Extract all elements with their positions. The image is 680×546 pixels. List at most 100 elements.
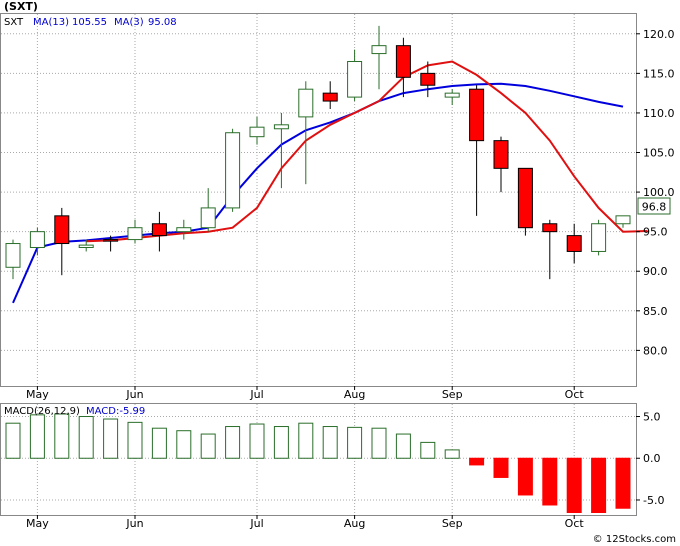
legend-row: SXT MA(13) 105.55 MA(3) 95.08 [4,17,177,28]
last-price-label: 96.8 [642,201,667,214]
candle-down [103,239,119,242]
candle-up [127,227,143,241]
price-x-tick-label: Aug [344,388,365,401]
price-y-tick-label: 100.0 [643,186,675,199]
macd-bar-positive [78,416,94,459]
macd-bar-negative [542,457,558,506]
macd-x-tick-label: Jun [125,517,143,530]
candle-up [371,45,387,55]
macd-bar-negative [566,457,582,513]
last-price-marker: 96.8 [637,197,671,215]
candle-up [298,88,314,118]
macd-bar-positive [5,422,21,459]
macd-bar-positive [347,426,363,459]
candle-down [542,223,558,233]
candles [5,25,631,280]
chart-symbol: (SXT) [4,0,38,13]
candle-down [566,235,582,252]
legend-ma-long-value: 105.55 [72,17,107,28]
candle-up [347,60,363,98]
candle-up [444,92,460,98]
last-price-box [637,197,671,215]
legend-ma-short: MA(3) [114,17,144,28]
price-y-tick-label: 105.0 [643,147,675,160]
moving-averages [12,60,648,304]
macd-y-tick-label: 5.0 [643,411,661,424]
candle-up [200,207,216,229]
macd-x-tick-label: May [26,517,49,530]
macd-y-tick-label: 0.0 [643,452,661,465]
macd-bar-positive [249,423,265,459]
price-x-tick-label: May [26,388,49,401]
candle-down [420,72,436,86]
macd-bar-negative [591,457,607,513]
macd-legend-row: MACD(26,12,9) MACD:-5.99 [4,406,145,417]
price-x-tick-label: Jun [125,388,143,401]
macd-bar-positive [322,426,338,459]
macd-bar-positive [273,426,289,459]
macd-bar-positive [151,427,167,459]
macd-bar-negative [493,457,509,478]
macd-bar-negative [517,457,533,496]
macd-bar-positive [395,433,411,459]
macd-bar-negative [469,457,485,466]
candle-down [54,215,70,245]
candle-down [395,45,411,78]
candle-up [591,223,607,252]
candle-down [493,140,509,169]
candle-up [176,227,192,233]
price-x-tick-label: Sep [442,388,463,401]
candle-down [517,167,533,229]
price-y-tick-label: 80.0 [643,344,668,357]
macd-y-tick-label: -5.0 [643,494,664,507]
macd-bar-positive [127,421,143,459]
macd-x-tick-label: Sep [442,517,463,530]
macd-legend-value: MACD:-5.99 [86,406,145,417]
macd-bar-positive [420,441,436,459]
copyright-text: © 12Stocks.com [593,534,676,545]
legend-ticker: SXT [4,17,24,28]
macd-x-tick-label: Aug [344,517,365,530]
macd-bar-positive [29,414,45,459]
candle-up [615,215,631,225]
ma-short-line [86,60,648,243]
macd-panel-frame [0,403,637,516]
macd-bar-positive [54,413,70,459]
price-grid [1,14,636,386]
price-y-tick-label: 110.0 [643,107,675,120]
price-y-tick-label: 120.0 [643,28,675,41]
macd-bar-positive [200,433,216,459]
macd-bar-positive [444,449,460,459]
macd-x-tick-label: Jul [249,517,263,530]
candle-up [273,124,289,130]
macd-bars [5,413,631,513]
candle-up [249,126,265,138]
ma-long-line [12,82,624,304]
candle-down [469,88,485,142]
macd-bar-positive [225,426,241,459]
price-x-axis: May Jun Jul Aug Sep Oct [26,386,584,401]
price-y-tick-label: 85.0 [643,305,668,318]
price-y-tick-label: 115.0 [643,67,675,80]
candle-up [5,243,21,268]
price-y-axis: 80.0 85.0 90.0 95.0 100.0 105.0 110.0 115.0 120.… [636,28,675,357]
macd-bar-positive [176,430,192,459]
candle-down [322,92,338,102]
macd-legend-label: MACD(26,12,9) [4,406,80,417]
macd-y-axis: 5.0 0.0 -5.0 [636,411,664,507]
macd-bar-positive [298,422,314,459]
macd-x-axis: May Jun Jul Aug Sep Oct [26,515,584,530]
price-panel-frame [0,13,637,387]
price-x-tick-label: Oct [565,388,585,401]
price-y-tick-label: 90.0 [643,265,668,278]
candle-down [151,223,167,237]
macd-bar-positive [371,427,387,459]
macd-x-tick-label: Oct [565,517,585,530]
legend-ma-long: MA(13) [33,17,69,28]
candle-up [78,244,94,248]
candle-up [29,231,45,248]
price-y-tick-label: 95.0 [643,226,668,239]
macd-bar-positive [103,418,119,459]
macd-bar-negative [615,457,631,509]
